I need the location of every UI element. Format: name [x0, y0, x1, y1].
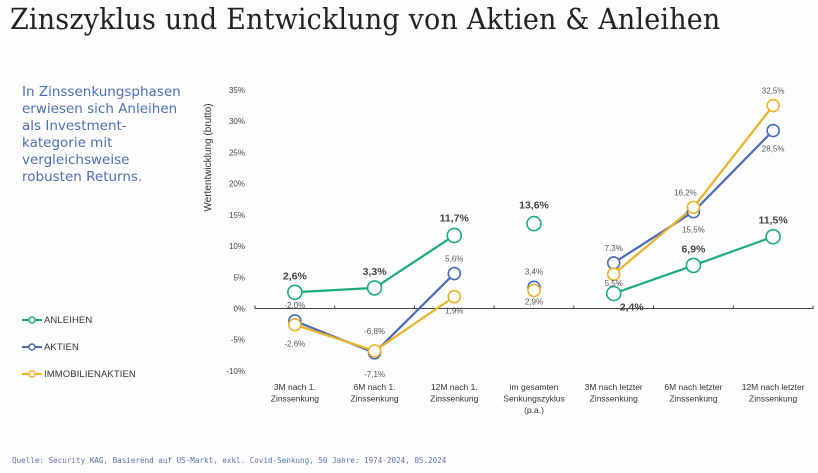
legend-marker-icon [22, 343, 42, 351]
legend-marker-icon [22, 316, 42, 324]
y-tick-label: 5% [233, 273, 245, 282]
y-tick-label: 15% [229, 211, 245, 220]
x-tick-label: 3M nach 1. [274, 382, 316, 392]
series-line-immobilienaktien [294, 295, 455, 353]
legend-item-aktien[interactable]: AKTIEN [22, 340, 136, 354]
legend-marker-icon [22, 370, 42, 378]
data-point-immobilienaktien [288, 317, 302, 332]
data-point-immobilienaktien [686, 200, 701, 215]
legend-label: IMMOBILIENAKTIEN [44, 368, 136, 380]
data-label: 28,5% [762, 145, 785, 154]
data-label: 13,6% [519, 200, 549, 212]
y-axis-title: Wertentwicklung (brutto) [203, 103, 214, 211]
data-label: 5,5% [605, 279, 623, 288]
data-point-anleihen [446, 227, 463, 244]
x-tick-label: Zinssenkung [271, 394, 319, 404]
data-point-aktien [447, 266, 462, 281]
data-point-immobilienaktien [527, 283, 541, 298]
intro-text: In Zinssenkungsphasen erwiesen sich Anle… [22, 84, 181, 185]
x-tick-label: Zinssenkung [669, 394, 717, 404]
data-label: 1,9% [445, 307, 463, 316]
data-label: 15,5% [682, 226, 705, 235]
data-label: 5,6% [445, 255, 463, 264]
x-tick-label: (p.a.) [524, 405, 544, 415]
y-tick-label: -10% [226, 367, 245, 376]
x-tick-label: Zinssenkung [749, 394, 797, 404]
data-point-immobilienaktien [447, 289, 462, 304]
chart-legend: ANLEIHEN AKTIEN IMMOBILIENAKTIEN [22, 313, 136, 394]
y-tick-label: 10% [229, 242, 245, 251]
data-label: -6,8% [364, 327, 385, 336]
x-tick-label: 12M nach letzter [742, 382, 805, 392]
y-tick-label: 0% [233, 305, 245, 314]
legend-item-immobilienaktien[interactable]: IMMOBILIENAKTIEN [22, 367, 136, 381]
data-label: 32,5% [762, 87, 785, 96]
data-point-anleihen [765, 228, 781, 245]
x-tick-label: 6M nach letzter [664, 382, 722, 392]
y-tick-label: 30% [229, 117, 245, 126]
data-label: 11,7% [440, 212, 470, 224]
data-point-aktien [606, 256, 621, 270]
data-label: 2,4% [620, 302, 645, 314]
legend-label: AKTIEN [44, 341, 79, 353]
y-tick-label: 25% [229, 148, 245, 157]
data-point-anleihen [605, 285, 622, 302]
x-tick-label: 6M nach 1. [354, 382, 396, 392]
data-label: 7,3% [605, 244, 623, 253]
data-point-anleihen [526, 215, 542, 232]
x-tick-label: Zinssenkung [430, 394, 478, 404]
data-point-anleihen [685, 257, 702, 274]
legend-label: ANLEIHEN [44, 314, 93, 326]
x-tick-label: Senkungszyklus [503, 394, 564, 404]
y-tick-label: 35% [229, 86, 245, 95]
data-label: 2,6% [283, 270, 308, 282]
y-tick-label: -5% [231, 336, 245, 345]
source-note: Quelle: Security KAG, Basierend auf US-M… [12, 456, 447, 465]
data-label: 2,9% [525, 297, 543, 306]
data-label: 3,3% [363, 266, 388, 278]
x-tick-label: im gesamten [510, 382, 559, 392]
x-tick-label: Zinssenkung [590, 394, 638, 404]
data-point-immobilienaktien [606, 267, 621, 281]
data-label: 6,9% [681, 243, 706, 255]
data-label: -7,1% [364, 370, 385, 379]
y-tick-label: 20% [229, 180, 245, 189]
data-label: 11,5% [759, 215, 789, 227]
legend-item-anleihen[interactable]: ANLEIHEN [22, 313, 136, 327]
data-label: 16,2% [674, 188, 697, 197]
data-label: -2,6% [284, 340, 305, 349]
data-label: 3,4% [525, 267, 543, 276]
data-point-anleihen [287, 284, 303, 301]
data-point-anleihen [366, 280, 383, 296]
data-point-aktien [766, 123, 780, 138]
data-label: -2,0% [284, 301, 305, 310]
x-tick-label: 3M nach letzter [585, 382, 643, 392]
x-tick-label: Zinssenkung [350, 394, 398, 404]
data-point-immobilienaktien [367, 344, 382, 358]
x-tick-label: 12M nach 1. [431, 382, 478, 392]
data-point-immobilienaktien [766, 98, 780, 113]
page-title: Zinszyklus und Entwicklung von Aktien & … [10, 2, 721, 36]
